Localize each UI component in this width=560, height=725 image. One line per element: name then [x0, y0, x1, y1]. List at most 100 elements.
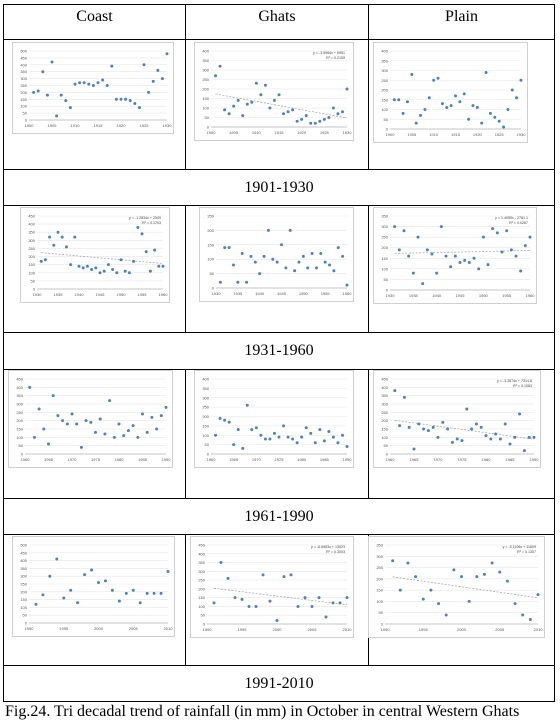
data-point	[417, 422, 421, 426]
x-tick-label: 1940	[255, 291, 265, 296]
data-point	[32, 90, 36, 94]
y-tick-label: 200	[202, 414, 209, 419]
y-tick-label: 350	[20, 69, 27, 74]
data-point	[300, 435, 304, 439]
x-tick-label: 1965	[44, 457, 54, 462]
data-point	[47, 442, 50, 446]
data-point	[318, 428, 322, 432]
data-point	[73, 235, 77, 239]
y-tick-label: 400	[381, 49, 388, 54]
data-point	[218, 416, 222, 420]
y-tick-label: 200	[28, 254, 35, 259]
data-point	[150, 415, 154, 419]
data-point	[327, 116, 331, 119]
x-tick-label: 1990	[343, 457, 353, 462]
data-point	[259, 93, 263, 97]
period-row-1961-1990: 1961-1990	[3, 498, 555, 535]
data-point	[411, 271, 415, 275]
data-point	[407, 254, 411, 258]
scatter-chart-coast-1991-2010: 0 50 100 150 200 250 300 350 400 450 500 1990 1995 20…	[12, 536, 175, 637]
column-header-plain: Plain	[368, 4, 555, 40]
x-tick-label: 1960	[526, 293, 536, 298]
data-point	[519, 78, 523, 82]
data-point	[484, 70, 488, 74]
data-point	[401, 111, 405, 115]
x-tick-label: 1945	[456, 293, 466, 298]
y-tick-label: 0	[386, 127, 389, 132]
scatter-chart-coast-1961-1990: 0 50 100 150 200 250 300 350 400 450 1960 1965 1970 1…	[8, 370, 173, 468]
y-tick-label: 450	[28, 214, 35, 219]
data-point	[37, 407, 41, 411]
y-tick-label: 50	[205, 442, 210, 447]
x-tick-label: 1935	[409, 293, 419, 298]
data-point	[103, 432, 107, 436]
data-point	[472, 256, 476, 260]
data-point	[132, 259, 136, 263]
data-point	[345, 596, 349, 600]
data-point	[253, 260, 257, 264]
trend-equation: y = -3.3574x + 7314.8	[497, 379, 532, 383]
y-tick-label: 150	[28, 262, 35, 267]
data-point	[427, 96, 431, 100]
y-tick-label: 150	[198, 595, 205, 600]
x-tick-label: 1920	[117, 123, 127, 128]
y-tick-label: 100	[381, 107, 388, 112]
data-point	[110, 64, 114, 68]
y-tick-label: 300	[28, 238, 35, 243]
y-tick-label: 200	[20, 90, 27, 95]
x-tick-label: 1930	[343, 130, 353, 135]
y-tick-label: 400	[28, 222, 35, 227]
y-tick-label: 250	[381, 235, 388, 240]
data-point	[157, 264, 161, 268]
y-tick-label: 350	[381, 58, 388, 63]
data-point	[336, 441, 340, 445]
data-point	[475, 575, 479, 579]
data-point	[319, 251, 323, 255]
y-tick-label: 450	[20, 550, 27, 555]
figure-table: Coast Ghats Plain 1901-1930 1931-1960 19…	[3, 4, 555, 702]
x-tick-label: 1925	[140, 123, 150, 128]
data-point	[140, 232, 144, 236]
data-point	[291, 108, 295, 112]
x-tick-label: 2010	[343, 627, 353, 632]
y-tick-label: 0	[386, 288, 389, 293]
data-point	[98, 271, 102, 275]
y-tick-label: 300	[198, 569, 205, 574]
data-point	[266, 228, 270, 232]
x-tick-label: 1965	[410, 457, 420, 462]
y-tick-label: 200	[381, 88, 388, 93]
data-point	[41, 593, 45, 597]
period-row-1991-2010: 1991-2010	[3, 665, 555, 702]
data-point	[32, 435, 36, 439]
data-point	[444, 613, 448, 617]
x-tick-label: 1990	[381, 627, 391, 632]
data-point	[68, 106, 72, 110]
y-tick-label: 350	[198, 560, 205, 565]
x-tick-label: 1980	[482, 457, 492, 462]
data-point	[232, 104, 236, 108]
data-point	[159, 414, 163, 418]
data-point	[48, 235, 52, 239]
data-point	[449, 265, 453, 269]
x-tick-label: 1905	[48, 123, 58, 128]
data-point	[233, 596, 237, 600]
data-point	[518, 412, 522, 416]
x-tick-label: 1930	[212, 291, 222, 296]
x-tick-label: 2000	[457, 627, 467, 632]
period-row-1931-1960: 1931-1960	[3, 332, 555, 370]
data-point	[161, 264, 165, 268]
data-point	[282, 112, 286, 116]
y-tick-label: 500	[20, 543, 27, 548]
period-label: 1961-1990	[244, 507, 314, 525]
y-tick-label: 350	[202, 58, 209, 63]
data-point	[45, 93, 49, 97]
data-point	[453, 254, 457, 258]
y-tick-label: 50	[23, 111, 28, 116]
data-point	[391, 559, 395, 563]
data-point	[513, 435, 517, 439]
x-tick-label: 1925	[320, 130, 330, 135]
y-tick-label: 200	[207, 228, 214, 233]
data-point	[219, 561, 223, 565]
data-point	[300, 117, 304, 121]
data-point	[227, 420, 231, 424]
